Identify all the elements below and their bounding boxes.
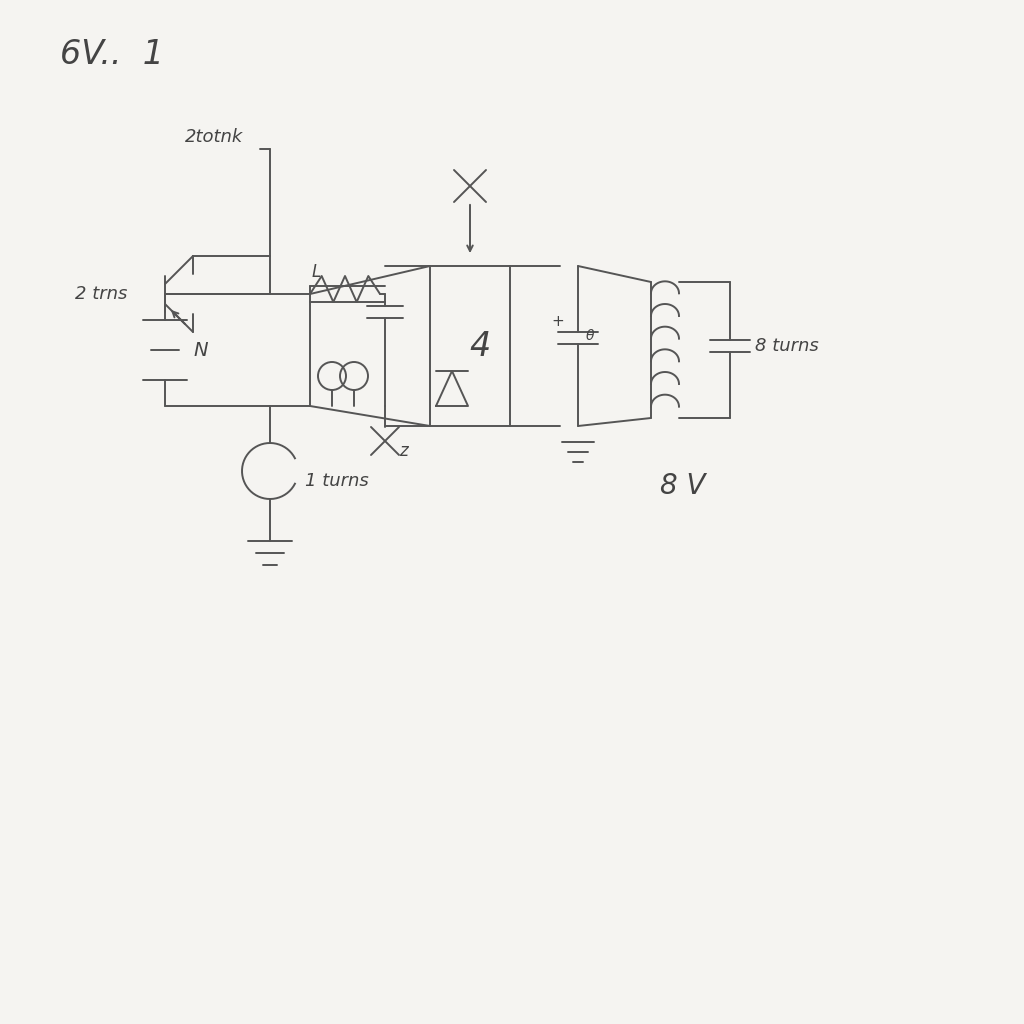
Text: θ: θ [586,329,595,343]
Text: 2totnk: 2totnk [185,128,244,146]
Text: L: L [312,263,322,281]
Text: 8 V: 8 V [660,472,706,500]
Bar [430,266,510,426]
Text: 6V..  1: 6V.. 1 [60,38,164,71]
Text: z: z [399,442,408,460]
Text: 2 trns: 2 trns [75,285,127,303]
Text: +: + [552,314,564,330]
Text: 1 turns: 1 turns [305,472,369,490]
Text: N: N [193,341,208,359]
Text: 4: 4 [469,330,490,362]
Text: 8 turns: 8 turns [755,337,819,355]
